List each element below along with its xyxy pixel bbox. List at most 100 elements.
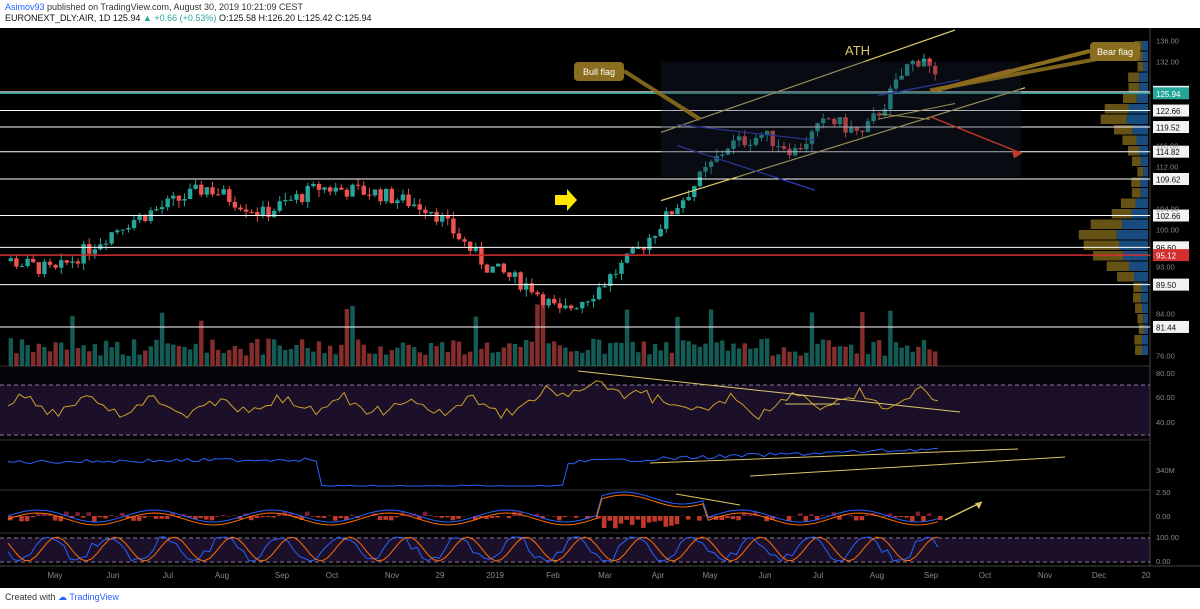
macd-histogram-bar xyxy=(282,511,288,516)
candle-body xyxy=(608,274,613,286)
candle-body xyxy=(423,209,428,214)
volume-bar xyxy=(837,346,843,366)
volume-bar xyxy=(204,352,210,366)
macd-histogram-bar xyxy=(641,516,646,528)
candle-body xyxy=(25,258,30,266)
tradingview-link[interactable]: TradingView xyxy=(69,592,119,602)
candle-body xyxy=(294,194,299,200)
candle-body xyxy=(574,308,579,310)
volume-profile-bar xyxy=(1104,104,1129,114)
macd-histogram-bar xyxy=(187,516,192,518)
price-chart[interactable]: 126.22125.94122.66119.52114.82109.62102.… xyxy=(0,28,1200,588)
candle-body xyxy=(675,208,680,215)
volume-bar xyxy=(832,346,837,366)
macd-histogram-bar xyxy=(142,516,148,518)
candle-body xyxy=(518,272,523,290)
level-price-label: 89.50 xyxy=(1156,281,1177,290)
volume-bar xyxy=(14,353,19,366)
candle-body xyxy=(871,113,876,122)
chart-header: Asimov93 published on TradingView.com, A… xyxy=(0,0,1200,28)
obv-lower-trendline xyxy=(749,456,1066,477)
volume-bar xyxy=(451,340,456,366)
candle-body xyxy=(266,206,271,217)
candle-body xyxy=(243,209,249,212)
candle-body xyxy=(479,247,484,265)
macd-histogram-bar xyxy=(904,516,909,518)
candle-body xyxy=(428,211,434,214)
macd-histogram-bar xyxy=(495,516,501,518)
bull-flag-upper xyxy=(676,123,816,141)
macd-histogram-bar xyxy=(198,516,204,519)
candle-body xyxy=(165,198,170,208)
volume-bar xyxy=(36,343,42,366)
volume-profile-bar xyxy=(1119,240,1148,250)
price-axis-tick: 76.00 xyxy=(1156,352,1175,361)
macd-histogram-bar xyxy=(456,516,461,519)
volume-profile-bar xyxy=(1141,335,1148,345)
candle-body xyxy=(193,184,198,189)
candle-body xyxy=(199,184,204,195)
volume-bar xyxy=(731,343,736,366)
bear-flag-mid xyxy=(879,113,931,120)
volume-bar xyxy=(299,339,305,366)
volume-bar xyxy=(462,354,467,366)
volume-profile-bar xyxy=(1122,219,1148,229)
macd-histogram-bar xyxy=(921,516,926,522)
volume-bar xyxy=(703,343,708,366)
candle-body xyxy=(798,147,803,150)
volume-bar xyxy=(585,350,591,366)
candle-body xyxy=(361,185,366,195)
level-price-tag xyxy=(1153,172,1189,185)
volume-bar xyxy=(131,339,137,366)
volume-profile-bar xyxy=(1137,314,1144,324)
volume-bar xyxy=(602,353,607,366)
macd-histogram-bar xyxy=(842,515,848,516)
symbol-line: EURONEXT_DLY:AIR, 1D 125.94 ▲ +0.66 (+0.… xyxy=(5,13,372,23)
macd-histogram-bar xyxy=(786,516,792,522)
volume-bar xyxy=(490,352,495,366)
bull-flag-callout-pointer xyxy=(622,69,702,121)
macd-histogram-bar xyxy=(24,516,30,522)
volume-profile-bar xyxy=(1133,282,1142,292)
bull-flag-callout-box xyxy=(574,62,624,81)
candle-body xyxy=(927,58,932,66)
volume-profile-bar xyxy=(1131,156,1141,166)
candle-body xyxy=(843,117,848,133)
level-price-tag xyxy=(1153,87,1189,100)
volume-profile-bar xyxy=(1120,198,1136,208)
candle-body xyxy=(596,287,602,300)
candle-body xyxy=(624,253,630,263)
macd-histogram-bar xyxy=(237,516,243,520)
volume-bar xyxy=(479,348,484,366)
volume-bar xyxy=(383,354,389,366)
volume-bar xyxy=(283,349,288,366)
volume-profile-bar xyxy=(1134,335,1142,345)
macd-histogram-bar xyxy=(820,515,825,516)
macd-histogram-bar xyxy=(484,516,489,519)
candle-body xyxy=(552,298,557,304)
candle-body xyxy=(764,130,770,136)
volume-bar xyxy=(171,344,176,366)
macd-histogram-bar xyxy=(388,516,394,521)
candle-body xyxy=(339,187,344,190)
candle-body xyxy=(742,136,747,146)
macd-histogram-bar xyxy=(803,516,809,521)
volume-bar xyxy=(535,304,540,366)
stoch-axis-tick: 100.00 xyxy=(1156,533,1179,542)
candle-body xyxy=(333,187,338,192)
created-with-label: Created with xyxy=(5,592,56,602)
candle-body xyxy=(568,305,574,309)
volume-bar xyxy=(552,341,557,366)
candle-body xyxy=(703,167,708,172)
publisher-link[interactable]: Asimov93 xyxy=(5,2,45,12)
macd-histogram-bar xyxy=(276,513,282,516)
candle-body xyxy=(344,189,350,197)
macd-histogram-bar xyxy=(69,516,75,519)
macd-histogram-bar xyxy=(41,512,47,516)
time-axis-tick: Sep xyxy=(275,571,290,580)
red-arrow-down xyxy=(929,115,1023,155)
candle-body xyxy=(406,194,411,207)
macd-histogram-bar xyxy=(80,516,86,518)
macd-histogram-bar xyxy=(288,513,293,516)
volume-bar xyxy=(288,348,294,366)
